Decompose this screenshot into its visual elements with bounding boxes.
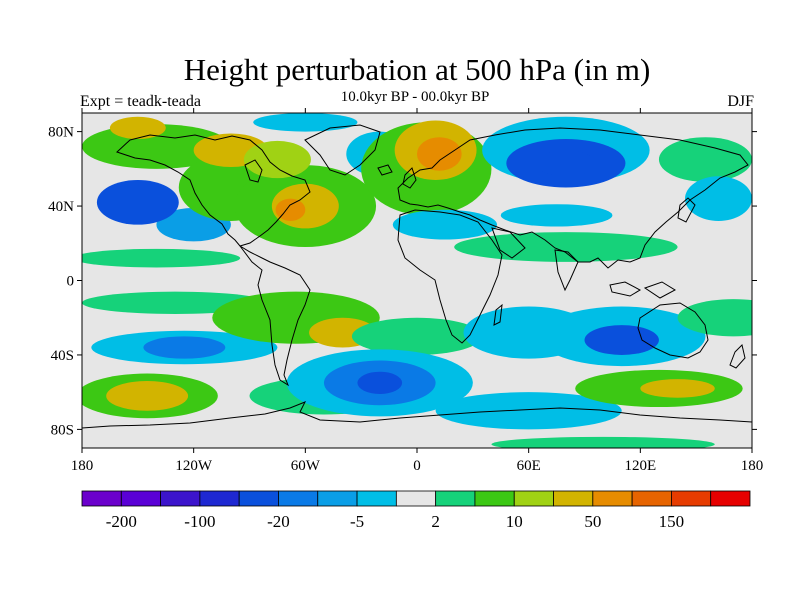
field-anomaly (500, 204, 613, 227)
colorbar-swatch (592, 490, 633, 507)
field-anomaly (584, 325, 659, 355)
colorbar-label: -100 (184, 512, 215, 531)
lon-tick-label: 120W (175, 458, 213, 474)
colorbar-swatch (631, 490, 672, 507)
lat-tick-label: 80N (48, 125, 74, 141)
colorbar-swatch (671, 490, 712, 507)
lat-tick-label: 80S (51, 422, 74, 438)
field-anomaly (392, 209, 498, 240)
lon-tick-label: 120E (624, 458, 656, 474)
plot-subtitle: 10.0kyr BP - 00.0kyr BP (340, 89, 490, 105)
field-anomaly (106, 381, 189, 411)
colorbar-swatch (395, 490, 437, 507)
lat-tick-label: 40N (48, 199, 74, 215)
field-anomaly (536, 150, 596, 177)
field-anomaly (143, 336, 226, 359)
season-label: DJF (727, 93, 754, 110)
field-anomaly (351, 317, 483, 355)
field-anomaly (417, 137, 462, 171)
lon-tick-label: 180 (741, 458, 764, 474)
colorbar-swatch (356, 490, 397, 507)
colorbar-swatch (710, 490, 751, 507)
colorbar-swatch (474, 490, 515, 507)
map-area (82, 113, 752, 448)
colorbar-swatch (81, 490, 122, 507)
lon-tick-label: 60W (291, 458, 321, 474)
lat-tick-label: 40S (51, 348, 74, 364)
colorbar-label: -200 (106, 512, 137, 531)
lon-tick-label: 180 (71, 458, 94, 474)
lon-tick-label: 60E (517, 458, 541, 474)
lon-tick-label: 0 (413, 458, 421, 474)
colorbar-swatch (317, 490, 358, 507)
field-anomaly (454, 232, 678, 262)
colorbar-swatch (120, 490, 161, 507)
field-anomaly (253, 113, 358, 132)
coastlines (82, 124, 752, 429)
colorbar-label: 150 (659, 512, 685, 531)
field-anomaly (685, 176, 752, 221)
height-field (82, 113, 752, 448)
colorbar-label: 50 (584, 512, 601, 531)
field-anomaly (96, 180, 179, 225)
field-anomaly (658, 137, 752, 182)
field-anomaly (109, 116, 166, 140)
colorbar-swatch (278, 490, 319, 507)
map-axes: 80N 40N 0 40S 80S 180 120W 60W 0 60E 120E 180 (48, 108, 763, 474)
colorbar-swatch (199, 490, 240, 507)
plot-title: Height perturbation at 500 hPa (in m) (183, 52, 651, 87)
field-anomaly (275, 198, 306, 221)
colorbar-swatch (553, 490, 594, 507)
colorbar-label: -20 (267, 512, 290, 531)
colorbar-swatch (435, 490, 476, 507)
colorbar-swatch (513, 490, 554, 507)
experiment-label: Expt = teadk-teada (80, 93, 201, 110)
colorbar-label: 2 (431, 512, 440, 531)
lat-tick-label: 0 (67, 274, 75, 290)
colorbar-label: 10 (506, 512, 523, 531)
field-anomaly (435, 392, 622, 430)
field-anomaly (357, 371, 403, 395)
field-anomaly (82, 248, 241, 268)
field-anomaly (677, 299, 752, 337)
colorbar-swatch (160, 490, 201, 507)
colorbar-swatch (238, 490, 279, 507)
colorbar: -200 -100 -20 -5 2 10 50 150 (81, 490, 751, 531)
colorbar-label: -5 (350, 512, 364, 531)
field-anomaly (243, 140, 311, 179)
field-anomaly (640, 379, 715, 398)
field-anomaly (491, 436, 715, 448)
